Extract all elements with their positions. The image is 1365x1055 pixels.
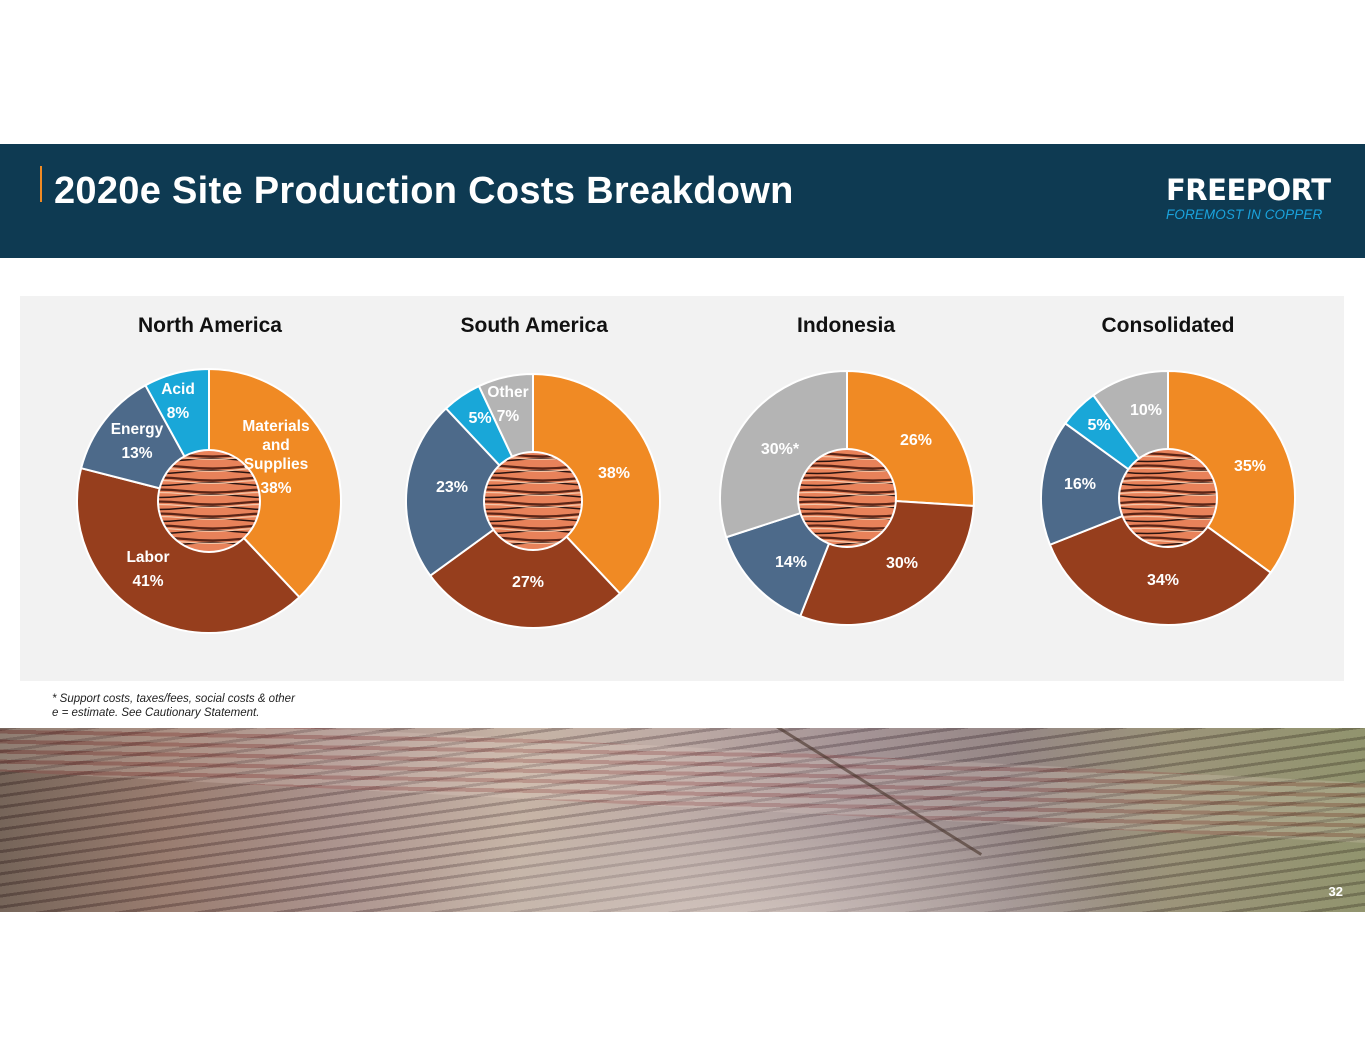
logo-brand: FREEPORT — [1166, 173, 1331, 207]
pie-label-1-0: 38% — [598, 465, 630, 482]
pie-label-0-1: Labor 41% — [126, 549, 169, 590]
charts-panel: North America South America Indonesia Co… — [20, 296, 1344, 681]
pie-label-2-3: 30%* — [761, 441, 800, 458]
copper-cathode-icon — [159, 451, 259, 551]
pie-slice-0-1 — [76, 466, 301, 634]
pie-label-0-0: Materials and Supplies 38% — [242, 418, 309, 497]
pie-slice-3-2 — [1040, 421, 1171, 547]
pie-slice-1-0 — [532, 372, 661, 595]
pie-label-1-4: Other 7% — [487, 384, 528, 425]
footnotes: * Support costs, taxes/fees, social cost… — [52, 692, 295, 720]
pie-label-3-1: 34% — [1147, 572, 1179, 589]
logo-tagline: FOREMOST IN COPPER — [1166, 207, 1323, 222]
page-number: 32 — [1328, 884, 1343, 899]
pie-label-0-3: Acid 8% — [161, 381, 195, 422]
chart-title-indonesia: Indonesia — [797, 314, 896, 337]
pie-charts: Materials and Supplies 38% Labor 41% Energy 13%… — [76, 367, 1296, 634]
pie-label-3-0: 35% — [1234, 458, 1266, 475]
pie-label-1-2: 23% — [436, 479, 468, 496]
pie-slice-1-1 — [428, 499, 622, 629]
title-accent-bar — [40, 166, 42, 202]
pie-label-2-0: 26% — [900, 432, 932, 449]
pie-slice-0-0 — [208, 367, 342, 599]
copper-cathode-icon — [1120, 450, 1216, 546]
freeport-logo: FREEPORT FOREMOST IN COPPER — [1166, 172, 1331, 222]
footnote-estimate: e = estimate. See Cautionary Statement. — [52, 707, 260, 719]
pie-label-3-4: 10% — [1130, 402, 1162, 419]
pie-slice-1-2 — [405, 407, 535, 578]
pie-label-2-1: 30% — [886, 555, 918, 572]
chart-title-north-america: North America — [138, 314, 282, 337]
pie-slice-3-0 — [1167, 369, 1296, 575]
footnote-support-costs: * Support costs, taxes/fees, social cost… — [52, 693, 295, 705]
pie-label-1-3: 5% — [468, 410, 491, 427]
pie-slice-3-1 — [1048, 496, 1273, 626]
copper-cathode-icon — [799, 450, 895, 546]
copper-cathode-icon — [485, 453, 581, 549]
pie-label-2-2: 14% — [775, 554, 807, 571]
pie-label-1-1: 27% — [512, 574, 544, 591]
mine-pit-floor — [420, 798, 1120, 912]
pie-label-3-2: 16% — [1064, 476, 1096, 493]
chart-title-south-america: South America — [460, 314, 608, 337]
slide-header: 2020e Site Production Costs Breakdown FR… — [0, 144, 1365, 258]
mine-photo: 32 — [0, 728, 1365, 912]
slide-title: 2020e Site Production Costs Breakdown — [54, 170, 794, 212]
pie-label-3-3: 5% — [1087, 417, 1110, 434]
pie-label-0-2: Energy 13% — [111, 421, 164, 462]
chart-title-consolidated: Consolidated — [1101, 314, 1235, 337]
